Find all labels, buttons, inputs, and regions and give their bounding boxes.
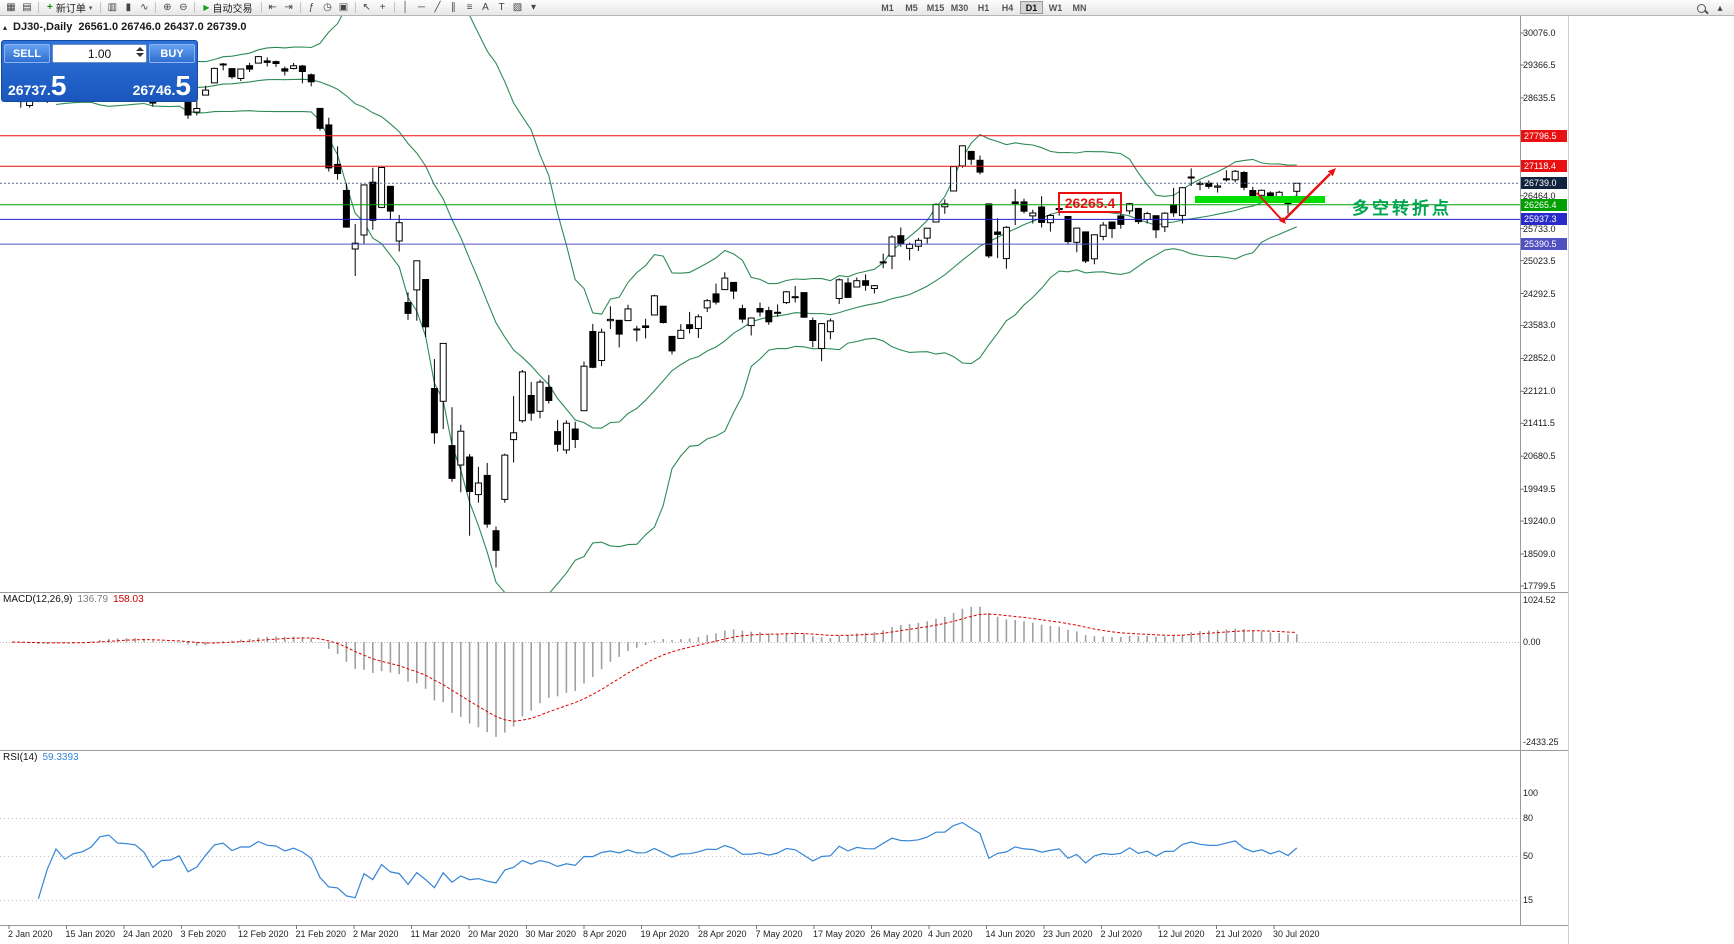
timeframe-m30[interactable]: M30 [948,1,971,14]
timeframe-m1[interactable]: M1 [876,1,899,14]
up-arrow-line[interactable] [1282,173,1331,222]
macd-signal-line [11,613,1297,722]
new-order-icon: + [47,2,53,13]
sell-price-display: 26737. 5 [8,70,67,101]
toolbar-separator [299,2,301,13]
new-order-label: 新订单 [55,4,86,15]
timeframe-buttons: M1 M5 M15 M30 H1 H4 D1 W1 MN [876,1,1091,14]
autotrading-label: 自动交易 [212,4,253,15]
auto-scroll-icon[interactable]: ⇥ [284,2,293,13]
volume-value: 1.00 [87,46,112,61]
indicators-icon[interactable]: ƒ [308,2,315,13]
bollinger-bands [55,16,1298,592]
turning-point-note[interactable]: 多空转折点 [1352,199,1452,218]
candles [8,55,1301,568]
chart-title: ▴ DJ30-,Daily 26561.0 26746.0 26437.0 26… [3,21,247,33]
zoom-in-icon[interactable]: ⊕ [163,2,172,13]
macd-header: MACD(12,26,9) 136.79 158.03 [3,594,149,605]
chart-profiles-icon[interactable]: ▤ [22,2,32,13]
cursor-icon[interactable]: ↖ [362,2,371,13]
symbol-marker-icon: ▴ [3,22,8,32]
drawing-objects[interactable] [1195,168,1336,224]
toolbar-separator [100,2,102,13]
symbol-period-label: DJ30-,Daily [13,21,73,33]
zoom-out-icon[interactable]: ⊖ [179,2,188,13]
new-chart-icon[interactable]: ▦ [6,2,16,13]
toolbar-separator [393,2,395,13]
bar-chart-icon[interactable]: ▥ [107,2,118,13]
vertical-line-icon[interactable]: │ [402,2,409,13]
macd-signal-value: 158.03 [113,594,144,605]
text-icon[interactable]: A [482,2,489,13]
timeframe-m15[interactable]: M15 [924,1,947,14]
sell-button[interactable]: SELL [4,44,50,63]
ohlc-values: 26561.0 26746.0 26437.0 26739.0 [78,21,247,33]
support-zone-bar[interactable] [1195,196,1325,203]
horizontal-line-icon[interactable]: ─ [417,2,426,13]
channel-icon[interactable]: ∥ [451,2,457,13]
shapes-icon[interactable]: ▧ [512,2,523,13]
periods-icon[interactable]: ◷ [323,2,332,13]
toolbar-right-group: ▴ [1697,0,1728,16]
timeframe-w1[interactable]: W1 [1044,1,1067,14]
volume-stepper[interactable]: 1.00 [52,44,147,63]
collapse-toolbar-icon[interactable]: ▴ [1717,2,1723,14]
level-lines[interactable] [0,135,1520,245]
line-chart-icon[interactable]: ∿ [140,2,149,13]
volume-up-icon[interactable] [136,47,144,51]
label-icon[interactable]: T [498,2,505,13]
rsi-line [37,821,1298,899]
crosshair-icon[interactable]: + [379,2,386,13]
candlestick-chart-icon[interactable]: ▮ [125,2,132,13]
timeframe-mn[interactable]: MN [1068,1,1091,14]
autotrading-play-icon: ▶ [203,3,210,12]
fibonacci-icon[interactable]: ≡ [466,2,473,13]
price-annotation-box[interactable]: 26265.4 [1058,192,1122,213]
timeframe-d1[interactable]: D1 [1020,1,1043,14]
toolbar-separator [260,2,262,13]
toolbar-separator [38,2,39,13]
timeframe-h4[interactable]: H4 [996,1,1019,14]
buy-price-display: 26746. 5 [132,70,191,101]
macd-label: MACD(12,26,9) [3,594,73,605]
rsi-level-lines [0,818,1520,902]
chart-shift-icon[interactable]: ⇤ [268,2,277,13]
one-click-trading-widget: SELL 1.00 BUY 26737. 5 26746. 5 [1,40,198,102]
volume-spin-icons [136,47,144,57]
up-arrow-head [1327,168,1336,177]
macd-main-value: 136.79 [77,594,109,605]
volume-down-icon[interactable] [136,53,144,57]
search-icon[interactable] [1697,3,1706,13]
trendline-icon[interactable]: ╱ [434,2,441,13]
new-order-button[interactable]: + 新订单 ▾ [42,1,97,15]
more-tools-icon[interactable]: ▾ [531,2,537,13]
rsi-value: 59.3393 [42,752,79,763]
timeframe-m5[interactable]: M5 [900,1,923,14]
rsi-label: RSI(14) [3,752,38,763]
new-order-caret-icon: ▾ [88,4,93,12]
timeframe-h1[interactable]: H1 [972,1,995,14]
toolbar-separator [155,2,157,13]
autotrading-button[interactable]: ▶ 自动交易 [198,1,257,15]
panel-borders [0,16,1569,944]
templates-icon[interactable]: ▣ [338,2,349,13]
down-arrow-line[interactable] [1256,192,1282,220]
rsi-header: RSI(14) 59.3393 [3,752,84,763]
toolbar-separator [194,2,196,13]
buy-button[interactable]: BUY [149,44,195,63]
macd-histogram [19,606,1298,737]
toolbar: ▦ ▤ + 新订单 ▾ ▥ ▮ ∿ ⊕ ⊖ ▶ 自动交易 ⇤ ⇥ ƒ ◷ ▣ ↖ + │ ─ ╱ ∥ ≡ A T ▧ ▾… [0,0,1734,16]
toolbar-separator [354,2,356,13]
